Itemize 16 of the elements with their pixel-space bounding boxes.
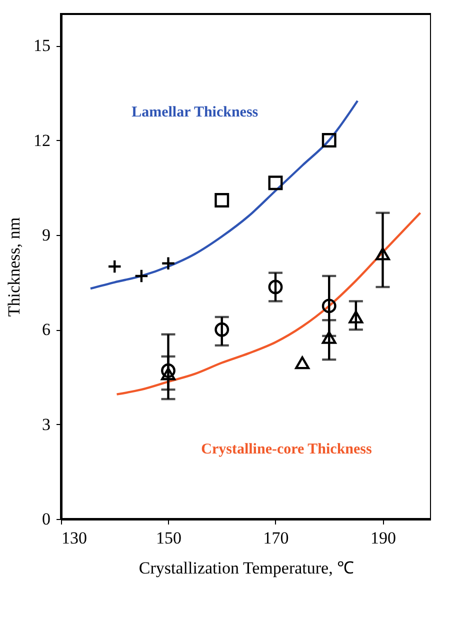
x-tick-label: 170 [263, 528, 289, 548]
y-axis-title: Thickness, nm [4, 217, 24, 317]
line-series [116, 212, 422, 396]
y-tick-label: 6 [42, 320, 50, 340]
x-tick-label: 150 [156, 528, 182, 548]
x-axis-title: Crystallization Temperature, ℃ [138, 558, 354, 578]
x-tick-label: 190 [370, 528, 396, 548]
y-tick-label: 0 [42, 510, 50, 528]
x-tick-label: 130 [62, 528, 87, 548]
text: Crystalline-core Thickness [201, 441, 372, 458]
y-tick-label: 15 [34, 36, 50, 56]
y-tick-label: 12 [34, 130, 50, 150]
line-series [89, 100, 359, 290]
y-tick-label: 9 [42, 225, 50, 244]
y-tick-label: 3 [42, 414, 50, 434]
text: Lamellar Thickness [132, 104, 258, 121]
